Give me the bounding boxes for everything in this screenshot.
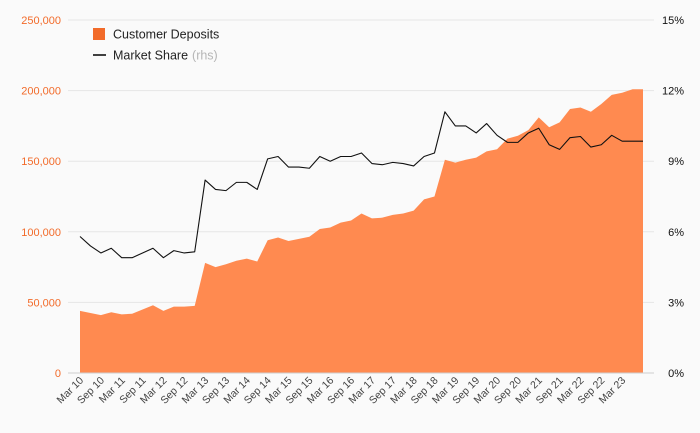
legend-line-label-suffix: (rhs): [192, 49, 218, 63]
legend-line-label-text: Market Share: [113, 49, 188, 63]
left-tick-label: 250,000: [21, 15, 61, 27]
left-axis: 0 50,000 100,000 150,000 200,000 250,000: [21, 15, 61, 380]
right-tick-label: 0%: [668, 368, 684, 380]
deposits-area: [80, 89, 643, 373]
left-tick-label: 150,000: [21, 156, 61, 168]
legend: Customer Deposits Market Share (rhs): [93, 28, 219, 63]
left-tick-label: 100,000: [21, 227, 61, 239]
right-tick-label: 12%: [662, 86, 684, 98]
right-tick-label: 6%: [668, 227, 684, 239]
left-tick-label: 0: [55, 368, 61, 380]
left-tick-label: 50,000: [27, 297, 61, 309]
market-share-line: [79, 111, 643, 259]
right-tick-label: 3%: [668, 297, 684, 309]
left-tick-label: 200,000: [21, 86, 61, 98]
legend-line-label: Market Share (rhs): [113, 49, 218, 63]
market-share-line-layer: [79, 111, 643, 259]
legend-area-label: Customer Deposits: [113, 28, 219, 42]
right-tick-label: 15%: [662, 15, 684, 27]
legend-area-swatch: [93, 28, 105, 40]
deposits-area-layer: [80, 89, 643, 373]
right-axis: 0% 3% 6% 9% 12% 15%: [662, 15, 684, 380]
right-tick-label: 9%: [668, 156, 684, 168]
